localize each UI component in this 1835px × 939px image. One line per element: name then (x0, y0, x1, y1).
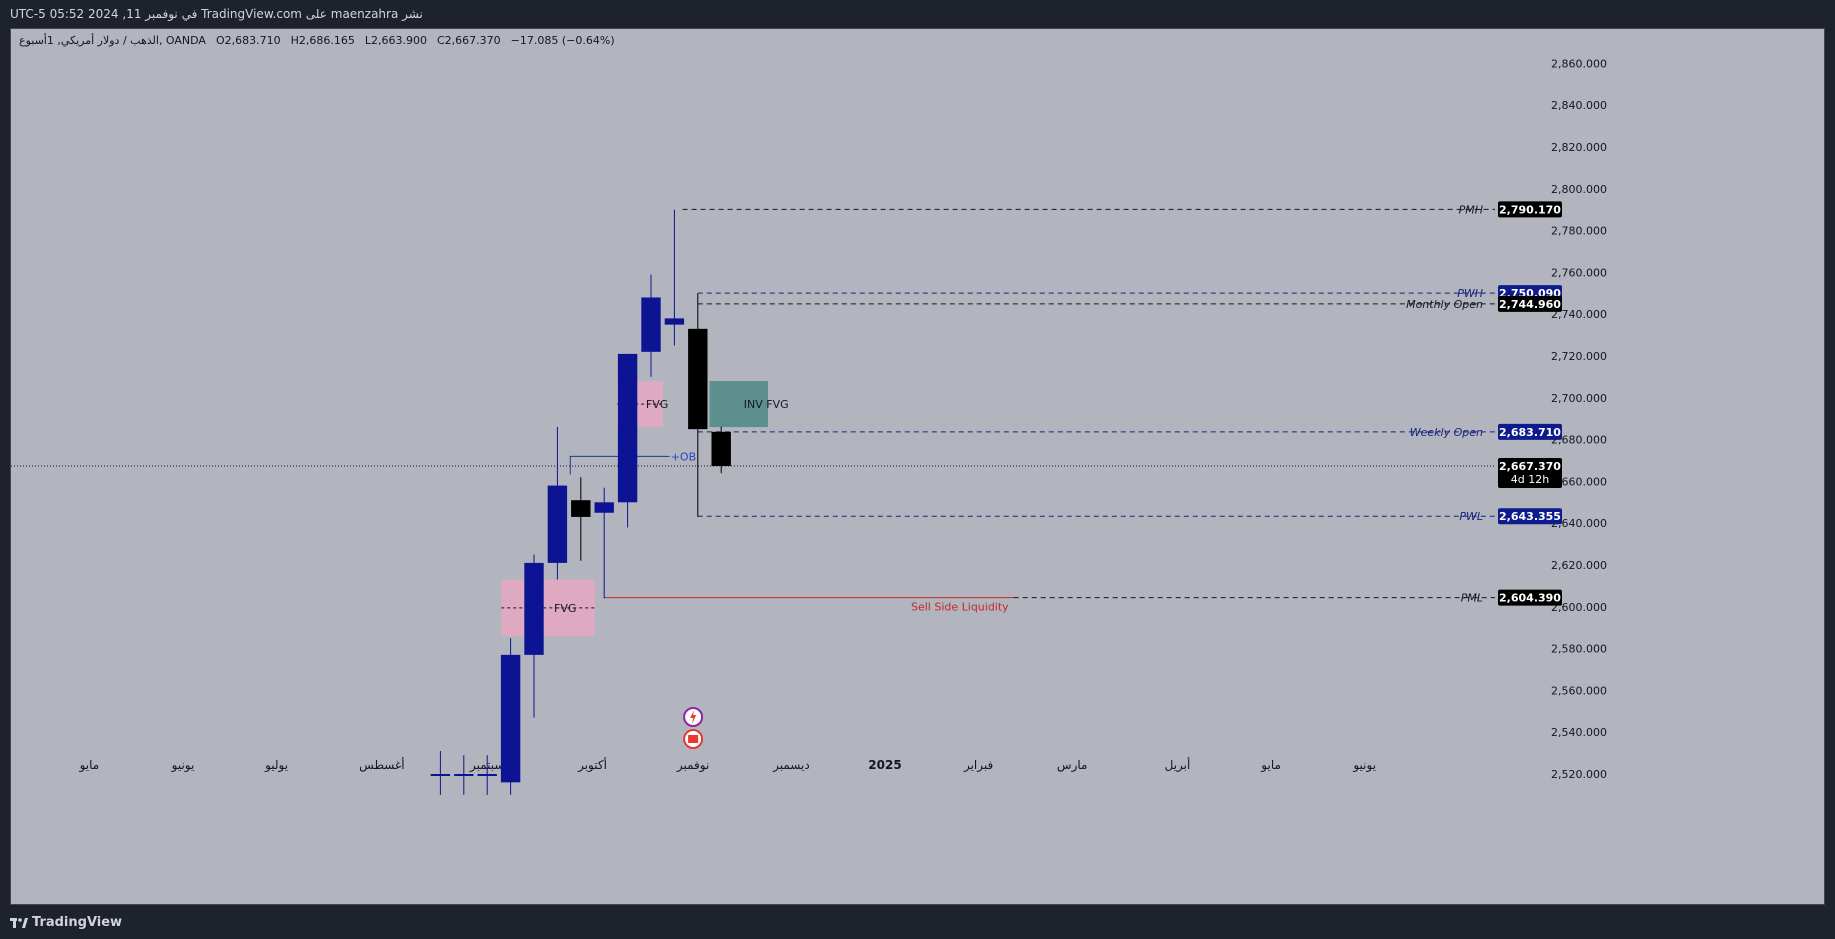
publish-bar: نشر maenzahra على TradingView.com في نوف… (0, 0, 1835, 28)
y-tick-label: 2,680.000 (1551, 434, 1607, 447)
footer-bar: TradingView (0, 905, 1835, 939)
x-tick-label: 2025 (868, 758, 901, 772)
level-price-badge (1498, 423, 1562, 440)
bar-countdown: 4d 12h (1511, 473, 1549, 486)
ob-label: +OB (671, 450, 696, 463)
ohlc-high: H2,686.165 (290, 34, 355, 47)
lightning-icon (690, 710, 697, 724)
ohlc-change: −17.085 (−0.64%) (510, 34, 615, 47)
level-price-value: 2,604.390 (1499, 592, 1561, 605)
candle-body (688, 328, 708, 430)
fvg-label: FVG (554, 602, 576, 615)
y-tick-label: 2,580.000 (1551, 643, 1607, 656)
x-tick-label: يونيو (1352, 758, 1376, 773)
level-name: PML (1461, 592, 1483, 605)
level-name: Monthly Open (1406, 298, 1483, 311)
last-price-value: 2,667.370 (1499, 460, 1561, 473)
y-tick-label: 2,600.000 (1551, 601, 1607, 614)
fvg-label: FVG (646, 398, 668, 411)
level-price-badge (1498, 295, 1562, 312)
level-price-badge (1498, 589, 1562, 606)
candle-body (617, 353, 638, 503)
level-name: PWL (1459, 510, 1483, 523)
y-tick-label: 2,540.000 (1551, 726, 1607, 739)
y-tick-label: 2,780.000 (1551, 225, 1607, 238)
level-name: PMH (1459, 203, 1483, 216)
y-tick-label: 2,720.000 (1551, 350, 1607, 363)
last-price-badge (1498, 457, 1562, 488)
y-tick-label: 2,640.000 (1551, 517, 1607, 530)
chart-pane[interactable]: 2,860.000 2,840.000 2,820.000 2,800.000 2,78… (10, 28, 1825, 905)
x-tick-label: فبراير (963, 758, 993, 773)
flag-stripes-icon (688, 735, 699, 743)
candle-body (711, 431, 731, 466)
y-tick-label: 2,760.000 (1551, 266, 1607, 279)
time-scale-area (11, 754, 1495, 904)
candle-body (571, 500, 591, 517)
inv-fvg-label: INV FVG (744, 398, 789, 411)
candle-body (524, 562, 544, 655)
level-price-value: 2,790.170 (1499, 203, 1561, 216)
ohlc-close: C2,667.370 (437, 34, 501, 47)
y-tick-label: 2,840.000 (1551, 99, 1607, 112)
level-price-badge (1498, 508, 1562, 525)
x-tick-label: أبريل (1165, 757, 1191, 773)
x-tick-label: مايو (1260, 758, 1281, 773)
y-tick-label: 2,800.000 (1551, 183, 1607, 196)
ohlc-low: L2,663.900 (364, 34, 427, 47)
y-tick-label: 2,740.000 (1551, 308, 1607, 321)
symbol-legend: الذهب / دولار أمريكي, 1أسبوع, OANDA O2,68… (19, 34, 625, 47)
ohlc-open: O2,683.710 (215, 34, 281, 47)
candle-body (477, 774, 497, 776)
level-price-value: 2,744.960 (1499, 298, 1561, 311)
candle-body (547, 485, 568, 563)
level-name: PWH (1457, 287, 1483, 300)
brand-label: TradingView (32, 915, 123, 930)
candle-body (500, 654, 521, 783)
x-tick-label: ديسمبر (772, 758, 810, 773)
tradingview-brand: TradingView (10, 915, 122, 930)
price-chart[interactable]: 2,860.000 2,840.000 2,820.000 2,800.000 2,78… (11, 29, 1824, 904)
level-name: Weekly Open (1410, 426, 1483, 439)
candle-body (641, 297, 661, 352)
level-price-value: 2,643.355 (1499, 510, 1561, 523)
y-tick-label: 2,860.000 (1551, 57, 1607, 70)
level-price-value: 2,683.710 (1499, 426, 1561, 439)
candle-body (664, 318, 685, 325)
y-tick-label: 2,620.000 (1551, 559, 1607, 572)
x-tick-label: مايو (79, 758, 100, 773)
candle-body (430, 774, 451, 776)
x-tick-label: يوليو (264, 758, 288, 773)
fvg-zone (709, 381, 768, 428)
symbol-name: الذهب / دولار أمريكي, 1أسبوع, OANDA (19, 34, 206, 47)
candle-body (594, 502, 614, 513)
y-tick-label: 2,820.000 (1551, 141, 1607, 154)
y-tick-label: 2,700.000 (1551, 392, 1607, 405)
x-tick-label: يونيو (171, 758, 195, 773)
publish-info: نشر maenzahra على TradingView.com في نوف… (10, 7, 423, 21)
sell-side-liquidity-label: Sell Side Liquidity (911, 601, 1009, 614)
y-tick-label: 2,560.000 (1551, 684, 1607, 697)
level-price-badge (1498, 201, 1562, 218)
x-tick-label: نوفمبر (676, 758, 709, 773)
y-tick-label: 2,660.000 (1551, 475, 1607, 488)
x-tick-label: أغسطس (359, 757, 404, 773)
x-tick-label: مارس (1057, 758, 1088, 773)
tradingview-logo-icon (10, 917, 28, 928)
candle-body (454, 774, 474, 776)
y-tick-label: 2,520.000 (1551, 768, 1607, 781)
x-tick-label: أكتوبر (577, 757, 607, 773)
